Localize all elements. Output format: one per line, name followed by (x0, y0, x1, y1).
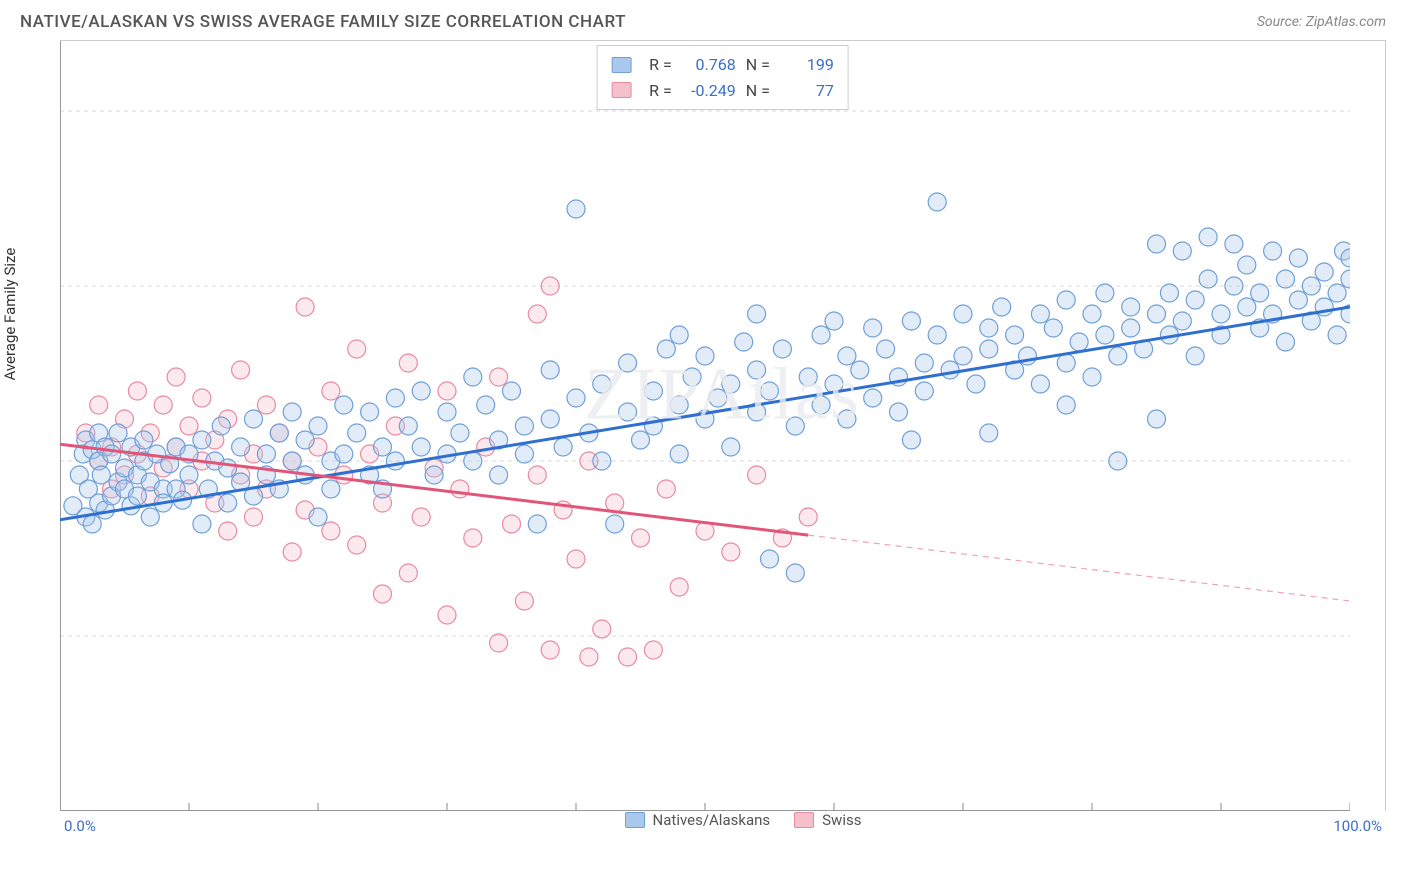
chart-header: NATIVE/ALASKAN VS SWISS AVERAGE FAMILY S… (0, 0, 1406, 40)
r-value-natives: 0.768 (682, 52, 736, 78)
legend-label: Swiss (822, 811, 861, 829)
r-label: R = (649, 78, 672, 104)
x-min-label: 0.0% (64, 817, 96, 835)
legend-item: Natives/Alaskans (625, 811, 771, 829)
chart-title: NATIVE/ALASKAN VS SWISS AVERAGE FAMILY S… (20, 12, 626, 32)
series-legend: Natives/Alaskans Swiss (100, 811, 1386, 832)
r-value-swiss: -0.249 (682, 78, 736, 104)
correlation-legend: R = 0.768 N = 199 R = -0.249 N = 77 (596, 45, 849, 110)
swatch-natives (611, 57, 631, 73)
y-axis-label: Average Family Size (1, 247, 19, 380)
legend-label: Natives/Alaskans (653, 811, 771, 829)
x-max-label: 100.0% (1333, 817, 1382, 835)
swatch-swiss (611, 82, 631, 98)
legend-swatch (794, 812, 814, 828)
legend-row-swiss: R = -0.249 N = 77 (611, 78, 834, 104)
n-label: N = (746, 78, 770, 104)
n-value-natives: 199 (780, 52, 834, 78)
legend-item: Swiss (794, 811, 861, 829)
r-label: R = (649, 52, 672, 78)
chart-area: Average Family Size ZIPAtlas R = 0.768 N… (20, 40, 1386, 835)
x-axis-labels: 0.0% Natives/Alaskans Swiss 100.0% (60, 811, 1386, 835)
chart-svg (60, 41, 1350, 811)
legend-swatch (625, 812, 645, 828)
legend-row-natives: R = 0.768 N = 199 (611, 52, 834, 78)
source-label: Source: ZipAtlas.com (1257, 14, 1386, 30)
n-label: N = (746, 52, 770, 78)
plot-region: ZIPAtlas R = 0.768 N = 199 R = -0.249 N … (60, 40, 1386, 811)
n-value-swiss: 77 (780, 78, 834, 104)
